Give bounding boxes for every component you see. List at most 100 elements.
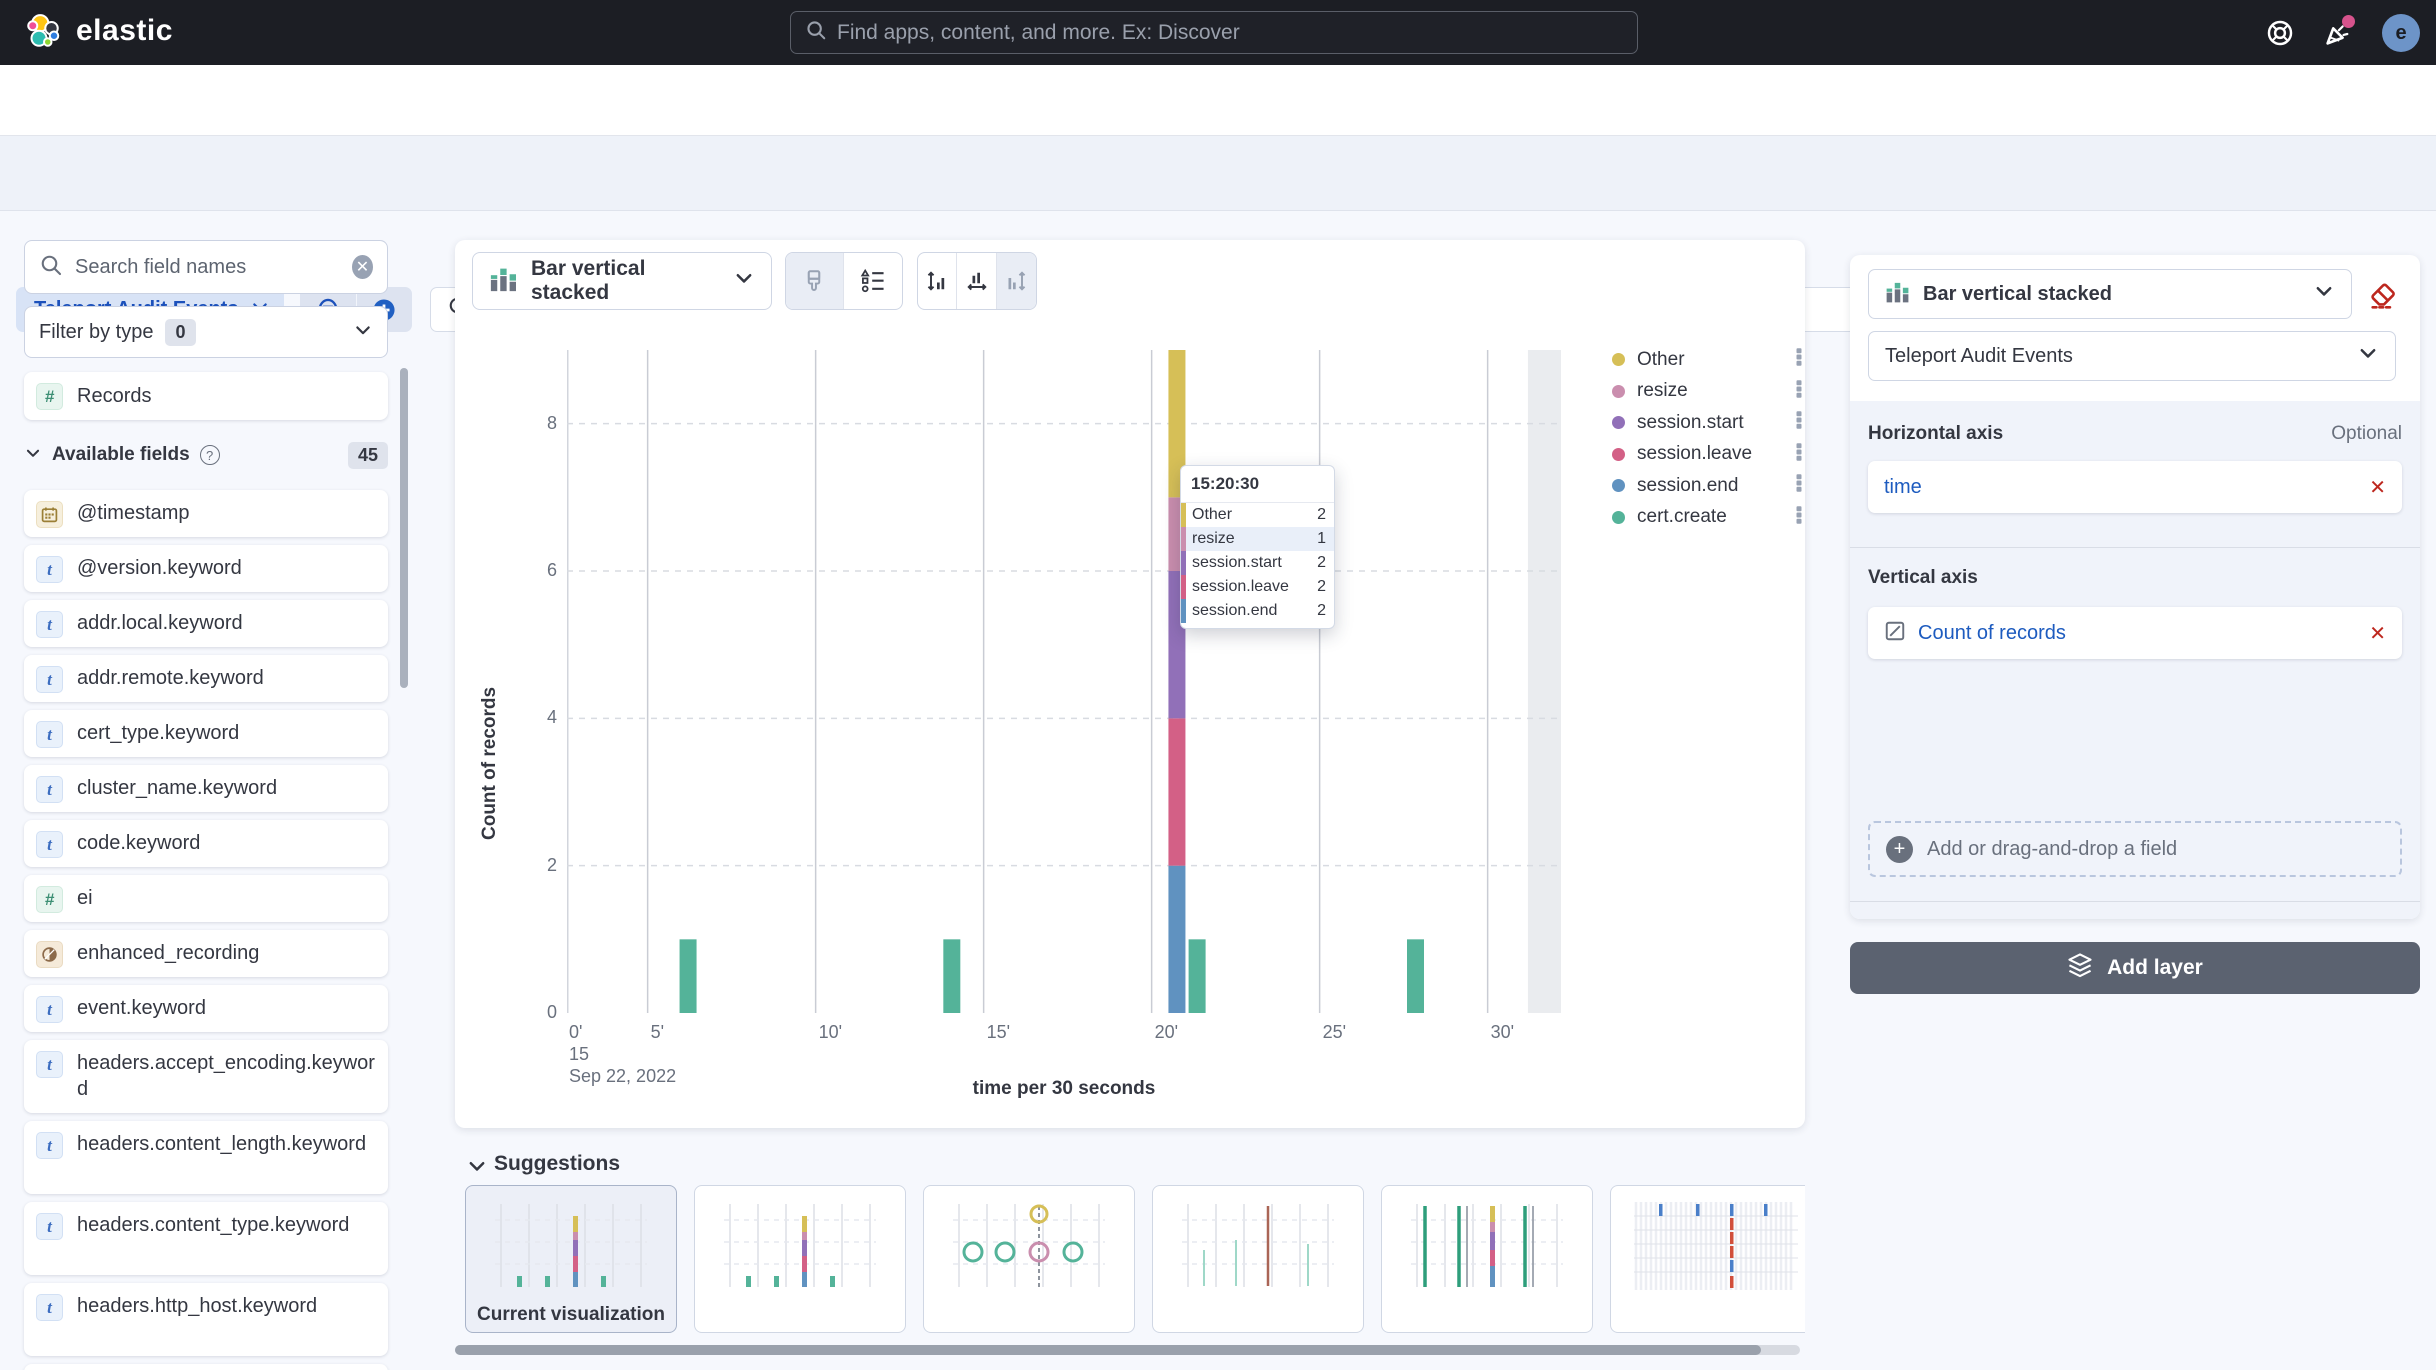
bar-segment-cert.create[interactable]: [1407, 939, 1424, 1013]
clear-layer-eraser-icon[interactable]: [2368, 281, 2398, 316]
x-axis-context-label: 15: [569, 1044, 590, 1064]
field-list-item[interactable]: @timestamp: [24, 490, 388, 537]
field-name: headers.content_length.keyword: [77, 1133, 367, 1155]
legend-item[interactable]: session.leave: [1612, 440, 1804, 469]
remove-dimension-icon[interactable]: ✕: [2369, 476, 2386, 499]
suggestion-card[interactable]: [1152, 1185, 1364, 1333]
bar-segment-cert.create[interactable]: [943, 939, 961, 1013]
field-list-item[interactable]: # ei: [24, 875, 388, 922]
suggestion-thumbnail-green-lines: [1411, 1204, 1563, 1287]
bar-segment-Other[interactable]: [1168, 350, 1186, 498]
legend-label[interactable]: session.start: [1637, 411, 1744, 433]
x-axis-tick-label: 10': [818, 1022, 843, 1042]
question-mark-icon[interactable]: ?: [199, 445, 220, 465]
x-axis-tick-label: 15': [986, 1022, 1011, 1042]
filter-by-type-dropdown[interactable]: Filter by type 0: [24, 306, 388, 358]
suggestion-card[interactable]: [1381, 1185, 1593, 1333]
records-field[interactable]: # Records: [24, 372, 388, 420]
tooltip-series-label: resize: [1192, 530, 1235, 547]
legend-actions-icon[interactable]: [1794, 473, 1804, 498]
clear-search-icon[interactable]: ✕: [352, 255, 373, 279]
left-axis-button[interactable]: [918, 253, 958, 309]
available-fields-header[interactable]: Available fields ? 45: [24, 438, 388, 472]
field-list-item[interactable]: t @version.keyword: [24, 545, 388, 592]
chevron-down-icon: [2313, 280, 2335, 308]
layer-dataview-dropdown[interactable]: Teleport Audit Events: [1868, 331, 2396, 381]
field-list-item[interactable]: t cert_type.keyword: [24, 710, 388, 757]
x-axis-title: time per 30 seconds: [972, 1078, 1156, 1099]
bar-segment-session.end[interactable]: [1168, 865, 1186, 1013]
field-list-item[interactable]: t addr.remote.keyword: [24, 655, 388, 702]
legend-actions-icon[interactable]: [1794, 379, 1804, 404]
legend-label[interactable]: session.leave: [1637, 443, 1753, 464]
user-avatar[interactable]: e: [2382, 14, 2420, 52]
legend-item[interactable]: Other: [1612, 345, 1804, 374]
field-list-item[interactable]: enhanced_recording: [24, 930, 388, 977]
suggestion-card[interactable]: [923, 1185, 1135, 1333]
field-list-item[interactable]: t headers.http_host.keyword: [24, 1283, 388, 1356]
x-axis-tick-label: 25': [1322, 1022, 1347, 1042]
remove-dimension-icon[interactable]: ✕: [2369, 622, 2386, 645]
filter-count-badge: 0: [165, 318, 196, 346]
legend-actions-icon[interactable]: [1794, 410, 1804, 435]
horizontal-axis-dimension[interactable]: time ✕: [1868, 461, 2402, 513]
add-layer-button[interactable]: Add layer: [1850, 942, 2420, 994]
legend-label[interactable]: resize: [1637, 380, 1688, 401]
help-icon[interactable]: [2266, 19, 2294, 52]
tooltip-series-label: session.leave: [1192, 578, 1289, 595]
tooltip-time: 15:20:30: [1181, 466, 1334, 503]
legend-color-dot: [1612, 510, 1625, 524]
suggestion-card[interactable]: [694, 1185, 906, 1333]
suggestion-card[interactable]: Current visualization: [465, 1185, 677, 1333]
paintbrush-button[interactable]: [786, 253, 844, 309]
legend-actions-icon[interactable]: [1794, 505, 1804, 530]
legend-item[interactable]: session.start: [1612, 408, 1804, 437]
field-list-item[interactable]: t headers.content_length.keyword: [24, 1121, 388, 1194]
text-field-icon: t: [36, 1213, 63, 1240]
legend-actions-icon[interactable]: [1794, 442, 1804, 467]
legend-label[interactable]: session.end: [1637, 474, 1739, 496]
layer-chart-type-dropdown[interactable]: Bar vertical stacked: [1868, 269, 2352, 319]
bar-segment-cert.create[interactable]: [679, 939, 697, 1013]
bottom-axis-button[interactable]: [957, 253, 997, 309]
x-axis-context-label: Sep 22, 2022: [569, 1066, 677, 1086]
y-axis-tick-label: 8: [546, 412, 557, 433]
global-search[interactable]: [790, 11, 1638, 54]
optional-label: Optional: [2331, 423, 2402, 444]
layer-chart-type-label: Bar vertical stacked: [1923, 282, 2113, 305]
add-field-dropzone[interactable]: + Add or drag-and-drop a field: [1868, 821, 2402, 877]
field-list-item[interactable]: t headers.accept_encoding.keyword: [24, 1040, 388, 1113]
legend-color-dot: [1612, 353, 1625, 366]
vertical-axis-dimension[interactable]: Count of records ✕: [1868, 607, 2402, 659]
suggestion-card[interactable]: [1610, 1185, 1805, 1333]
field-list-item[interactable]: t headers.content_type.keyword: [24, 1202, 388, 1275]
suggestions-scrollbar[interactable]: [455, 1345, 1761, 1355]
chart-type-dropdown[interactable]: Bar vertical stacked: [472, 252, 772, 310]
legend-settings-button[interactable]: [844, 253, 902, 309]
field-search-input[interactable]: [75, 255, 340, 279]
tooltip-rows: Other 2 resize 1 session.start 2 session.leave…: [1181, 503, 1334, 628]
right-axis-button[interactable]: [996, 253, 1036, 309]
field-list-item[interactable]: t code.keyword: [24, 820, 388, 867]
newsfeed-icon[interactable]: [2322, 15, 2355, 54]
legend-label[interactable]: Other: [1637, 348, 1685, 370]
legend-item[interactable]: cert.create: [1612, 503, 1804, 532]
divider: [1850, 901, 2420, 902]
text-field-icon: t: [36, 666, 63, 693]
field-list-item[interactable]: t cluster_name.keyword: [24, 765, 388, 812]
bar-segment-cert.create[interactable]: [1188, 939, 1206, 1013]
notification-dot: [2342, 15, 2355, 28]
current-visualization-label: Current visualization: [477, 1304, 665, 1325]
bar-segment-session.leave[interactable]: [1168, 718, 1186, 866]
legend-item[interactable]: resize: [1612, 377, 1804, 406]
sidebar-scrollbar[interactable]: [400, 368, 408, 688]
field-list-item[interactable]: t addr.local.keyword: [24, 600, 388, 647]
legend-label[interactable]: cert.create: [1637, 506, 1727, 527]
field-list-item[interactable]: t event.keyword: [24, 985, 388, 1032]
chart-plot-area[interactable]: [567, 350, 1561, 1013]
legend-actions-icon[interactable]: [1794, 347, 1804, 372]
chevron-down-icon[interactable]: [466, 1155, 488, 1182]
global-search-input[interactable]: [837, 20, 1623, 45]
legend-item[interactable]: session.end: [1612, 471, 1804, 500]
